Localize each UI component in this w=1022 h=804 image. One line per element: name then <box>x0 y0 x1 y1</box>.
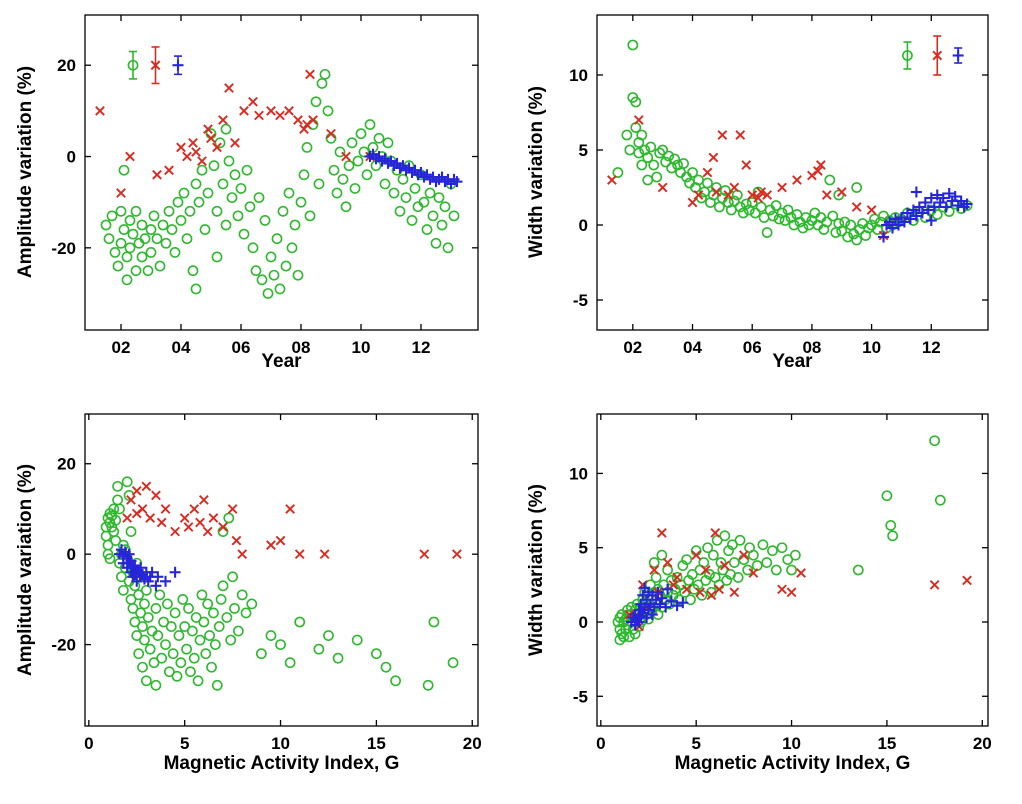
svg-text:5: 5 <box>579 539 588 558</box>
svg-text:02: 02 <box>112 338 131 357</box>
svg-text:10: 10 <box>569 66 588 85</box>
svg-text:10: 10 <box>862 338 881 357</box>
svg-text:20: 20 <box>463 734 482 753</box>
panel-amplitude-vs-magnetic-index: 0 5 10 15 20 -20 0 20 Amplitude variation (%) M… <box>0 402 511 804</box>
svg-text:06: 06 <box>743 338 762 357</box>
svg-text:5: 5 <box>180 734 189 753</box>
svg-text:0: 0 <box>67 148 76 167</box>
svg-text:04: 04 <box>172 338 191 357</box>
svg-text:15: 15 <box>367 734 386 753</box>
panel-width-vs-year: 02 04 06 08 10 12 -5 0 5 10 Width variation (%) Y… <box>511 0 1022 402</box>
panel-amplitude-vs-year: 02 04 06 08 10 12 -20 0 20 Amplitude variation (… <box>0 0 511 402</box>
x-axis-label: Year <box>772 351 813 372</box>
svg-text:0: 0 <box>579 613 588 632</box>
x-axis-label: Magnetic Activity Index, G <box>163 753 400 774</box>
svg-text:02: 02 <box>623 338 642 357</box>
svg-text:10: 10 <box>271 734 290 753</box>
y-axis-label: Amplitude variation (%) <box>15 463 36 677</box>
svg-text:08: 08 <box>292 338 311 357</box>
svg-text:04: 04 <box>683 338 702 357</box>
width-vs-year-plot: 02 04 06 08 10 12 -5 0 5 10 <box>569 14 989 357</box>
svg-text:5: 5 <box>691 734 700 753</box>
svg-text:10: 10 <box>569 464 588 483</box>
svg-text:-20: -20 <box>51 239 76 258</box>
svg-text:20: 20 <box>57 56 76 75</box>
svg-text:5: 5 <box>579 141 588 160</box>
y-axis-label: Width variation (%) <box>526 86 547 258</box>
svg-text:10: 10 <box>782 734 801 753</box>
svg-text:08: 08 <box>802 338 821 357</box>
svg-text:10: 10 <box>352 338 371 357</box>
svg-text:0: 0 <box>579 216 588 235</box>
panel-width-vs-magnetic-index: 0 5 10 15 20 -5 0 5 10 Width variation (%) Magne… <box>511 402 1022 804</box>
svg-text:0: 0 <box>596 734 605 753</box>
svg-text:12: 12 <box>922 338 941 357</box>
amplitude-vs-year-plot: 02 04 06 08 10 12 -20 0 20 <box>51 14 479 357</box>
width-vs-magnetic-index-plot: 0 5 10 15 20 -5 0 5 10 <box>569 413 992 753</box>
svg-text:0: 0 <box>67 545 76 564</box>
svg-text:-5: -5 <box>573 687 588 706</box>
svg-text:20: 20 <box>57 455 76 474</box>
svg-text:-20: -20 <box>51 636 76 655</box>
x-axis-label: Magnetic Activity Index, G <box>674 753 911 774</box>
svg-text:20: 20 <box>973 734 992 753</box>
x-axis-label: Year <box>261 351 302 372</box>
amplitude-vs-magnetic-index-plot: 0 5 10 15 20 -20 0 20 <box>51 413 482 753</box>
svg-text:06: 06 <box>232 338 251 357</box>
svg-text:15: 15 <box>877 734 896 753</box>
svg-text:-5: -5 <box>573 291 588 310</box>
y-axis-label: Width variation (%) <box>526 484 547 656</box>
svg-text:0: 0 <box>84 734 93 753</box>
svg-text:12: 12 <box>412 338 431 357</box>
y-axis-label: Amplitude variation (%) <box>15 65 36 279</box>
